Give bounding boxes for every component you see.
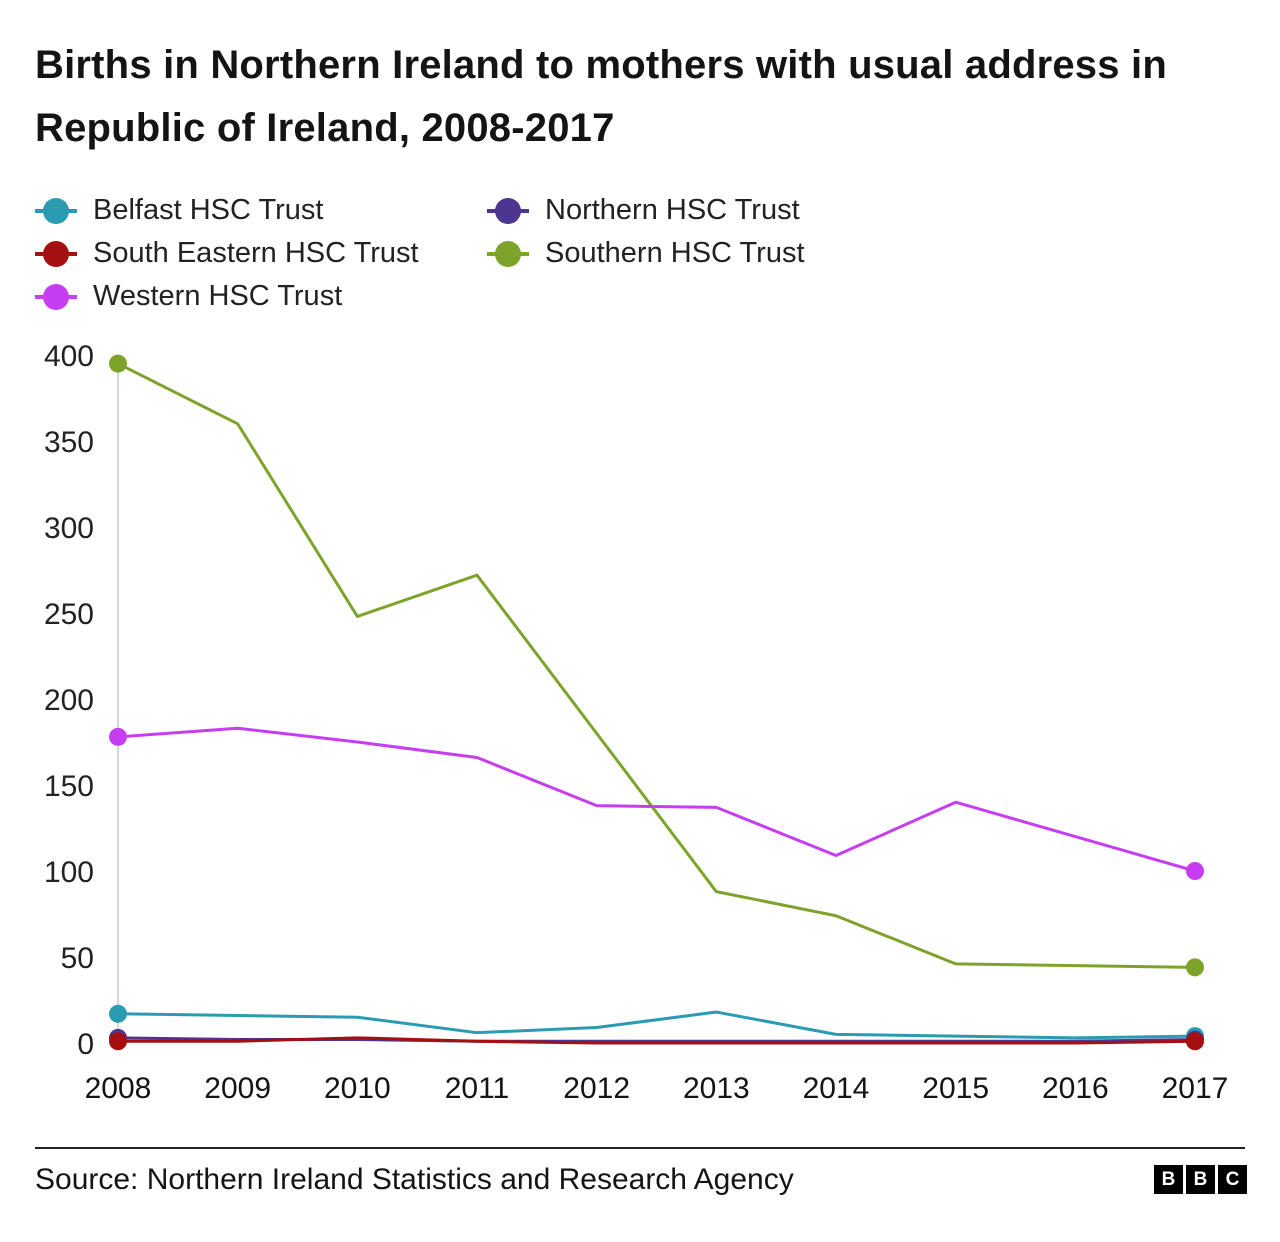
series-endpoint-dot-belfast-hsc-trust bbox=[109, 1004, 127, 1023]
y-tick-label: 50 bbox=[61, 942, 94, 975]
y-tick-label: 300 bbox=[44, 512, 94, 545]
bbc-logo-letter: B bbox=[1186, 1165, 1215, 1194]
series-endpoint-dot-western-hsc-trust bbox=[1186, 862, 1204, 880]
legend-label: South Eastern HSC Trust bbox=[93, 237, 419, 269]
x-tick-label: 2017 bbox=[1162, 1072, 1229, 1105]
x-tick-label: 2012 bbox=[563, 1072, 630, 1105]
bbc-logo-letter: C bbox=[1218, 1165, 1247, 1194]
legend: Belfast HSC Trust Northern HSC Trust South… bbox=[35, 192, 967, 315]
source-text: Source: Northern Ireland Statistics and … bbox=[35, 1163, 794, 1196]
line-chart: 0 50 100 150 200 250 300 350 400 2008 2009 2010 2011… bbox=[44, 340, 1229, 1105]
legend-dot-icon bbox=[35, 197, 77, 224]
series-endpoint-dot-south-eastern-hsc-trust bbox=[109, 1032, 127, 1051]
legend-dot-icon bbox=[487, 240, 529, 267]
legend-item-northern-hsc-trust: Northern HSC Trust bbox=[487, 192, 967, 229]
x-tick-label: 2010 bbox=[324, 1072, 391, 1105]
y-tick-label: 0 bbox=[77, 1028, 94, 1061]
y-tick-label: 400 bbox=[44, 340, 94, 373]
x-tick-label: 2009 bbox=[204, 1072, 271, 1105]
legend-item-western-hsc-trust: Western HSC Trust bbox=[35, 278, 487, 315]
series-endpoint-dot-southern-hsc-trust bbox=[1186, 958, 1204, 977]
series-line-western-hsc-trust bbox=[116, 726, 1197, 873]
legend-dot-icon bbox=[487, 197, 529, 224]
series-line-southern-hsc-trust bbox=[116, 362, 1197, 969]
series-endpoint-dot-southern-hsc-trust bbox=[109, 354, 127, 373]
y-tick-label: 150 bbox=[44, 770, 94, 803]
legend-item-south-eastern-hsc-trust: South Eastern HSC Trust bbox=[35, 235, 487, 272]
x-tick-label: 2011 bbox=[445, 1072, 510, 1105]
series-endpoint-dot-south-eastern-hsc-trust bbox=[1186, 1032, 1204, 1051]
x-tick-label: 2015 bbox=[922, 1072, 989, 1105]
y-tick-label: 100 bbox=[44, 856, 94, 889]
series-line-south-eastern-hsc-trust bbox=[116, 1036, 1197, 1045]
legend-label: Western HSC Trust bbox=[93, 280, 343, 312]
bbc-logo-letter: B bbox=[1154, 1165, 1183, 1194]
series-line-belfast-hsc-trust bbox=[116, 1010, 1197, 1040]
chart-area: 0 50 100 150 200 250 300 350 400 2008 2009 2010 2011… bbox=[0, 330, 1280, 1120]
x-tick-label: 2016 bbox=[1042, 1072, 1109, 1105]
series-endpoint-dot-western-hsc-trust bbox=[109, 727, 127, 746]
legend-label: Southern HSC Trust bbox=[545, 237, 805, 269]
footer-divider bbox=[35, 1147, 1245, 1149]
y-tick-label: 350 bbox=[44, 426, 94, 459]
bbc-logo: B B C bbox=[1154, 1165, 1247, 1194]
y-tick-label: 250 bbox=[44, 598, 94, 631]
legend-dot-icon bbox=[35, 240, 77, 267]
legend-label: Belfast HSC Trust bbox=[93, 194, 324, 226]
x-tick-label: 2014 bbox=[803, 1072, 870, 1105]
page-title: Births in Northern Ireland to mothers wi… bbox=[35, 43, 1167, 150]
legend-item-belfast-hsc-trust: Belfast HSC Trust bbox=[35, 192, 487, 229]
legend-label: Northern HSC Trust bbox=[545, 194, 800, 226]
x-tick-label: 2008 bbox=[85, 1072, 152, 1105]
y-tick-label: 200 bbox=[44, 684, 94, 717]
x-tick-label: 2013 bbox=[683, 1072, 750, 1105]
legend-item-southern-hsc-trust: Southern HSC Trust bbox=[487, 235, 967, 272]
legend-dot-icon bbox=[35, 283, 77, 310]
